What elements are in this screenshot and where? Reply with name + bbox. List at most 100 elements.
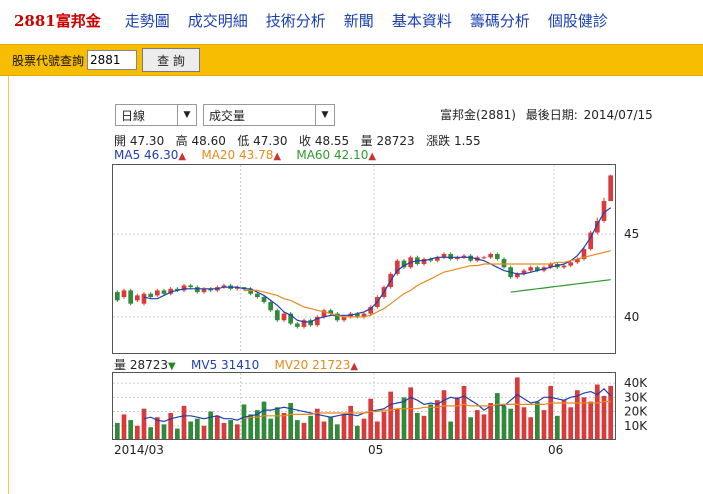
candle-body	[341, 316, 347, 321]
volume-bar	[355, 425, 360, 439]
nav-health-check[interactable]: 個股健診	[547, 11, 608, 30]
last-date: 2014/07/15	[583, 108, 653, 122]
candle-body	[401, 260, 407, 268]
up-arrow-icon: ▲	[178, 151, 187, 162]
volume-tick-label: 30K	[624, 390, 648, 404]
volume-bar	[288, 403, 293, 439]
ma5-value: 46.30	[144, 148, 179, 162]
volume-bar	[421, 415, 427, 439]
volume-bar	[348, 405, 353, 439]
ma-legend: MA5 46.30▲ MA20 43.78▲ MA60 42.10▲	[114, 148, 376, 162]
candle-body	[495, 254, 500, 259]
ma20-line	[244, 250, 611, 318]
nav-chip-analysis[interactable]: 籌碼分析	[469, 11, 530, 30]
stock-title: 2881富邦金	[14, 11, 101, 30]
volume-tick-label: 40K	[624, 376, 648, 390]
period-select[interactable]: 日線 ▼	[115, 104, 197, 126]
volume-bar	[601, 395, 607, 439]
volume-bar	[595, 384, 600, 439]
candle-body	[521, 270, 527, 274]
nav-trade-detail[interactable]: 成交明細	[187, 11, 248, 30]
volume-bar	[148, 427, 153, 439]
volume-bar	[381, 411, 387, 439]
candle-body	[588, 232, 593, 250]
stock-name: 富邦金(2881)	[440, 108, 516, 122]
volume-bar	[575, 390, 580, 439]
volume-bar	[448, 421, 453, 439]
volume-bar	[441, 390, 447, 439]
volume-bar	[141, 408, 147, 439]
change-value: 1.55	[453, 134, 481, 148]
candle-body	[308, 320, 313, 326]
volume-bar	[608, 385, 613, 439]
mv5-label: MV5	[191, 358, 218, 372]
x-tick-label: 2014/03	[114, 443, 164, 457]
candle-body	[148, 293, 153, 298]
mv20-label: MV20	[274, 358, 309, 372]
candle-body	[241, 287, 247, 289]
nav-fundamentals[interactable]: 基本資料	[391, 11, 452, 30]
volume-bar	[461, 385, 467, 439]
candle-body	[328, 310, 333, 314]
candle-body	[561, 265, 567, 268]
candle-body	[575, 259, 580, 263]
ma60-value: 42.10	[334, 148, 369, 162]
ma60-line	[510, 279, 611, 293]
volume-bar	[261, 401, 267, 439]
volume-bar	[361, 418, 367, 439]
volume-bar	[501, 405, 507, 439]
low-value: 47.30	[253, 134, 288, 148]
up-arrow-icon: ▲	[350, 361, 359, 372]
volume-bar	[181, 405, 187, 439]
volume-bar	[155, 417, 160, 439]
candle-body	[141, 293, 147, 304]
volume-bar	[315, 408, 320, 439]
candle-body	[568, 262, 573, 266]
price-chart-border	[112, 164, 616, 354]
candle-body	[501, 259, 507, 268]
candle-body	[255, 293, 260, 298]
candle-body	[395, 260, 400, 274]
volume-bar	[221, 422, 227, 439]
volume-bar	[188, 421, 193, 439]
volume-bar	[395, 408, 400, 439]
candle-body	[515, 273, 520, 278]
nav-news[interactable]: 新聞	[343, 11, 374, 30]
candle-body	[488, 254, 493, 258]
ma5-line	[143, 207, 612, 323]
candle-body	[195, 287, 200, 293]
volume-bar	[481, 414, 487, 439]
candle-body	[468, 255, 473, 261]
candle-body	[355, 313, 360, 317]
nav-technical-analysis[interactable]: 技術分析	[265, 11, 326, 30]
mv5-line	[143, 387, 612, 423]
volume-bar	[428, 404, 433, 439]
candle-body	[155, 290, 160, 296]
nav-trend[interactable]: 走勢圖	[124, 11, 170, 30]
indicator-select[interactable]: 成交量 ▼	[203, 104, 335, 126]
candle-body	[548, 263, 553, 268]
volume-bar	[268, 418, 273, 439]
chevron-down-icon: ▼	[315, 105, 334, 125]
open-value: 47.30	[129, 134, 165, 148]
volume-bar	[335, 424, 340, 439]
vol-label: 量	[114, 358, 127, 372]
stock-code-input[interactable]	[87, 50, 138, 70]
candle-body	[161, 290, 167, 294]
last-date-label: 最後日期:	[525, 108, 578, 122]
candle-body	[128, 290, 133, 304]
candle-body	[181, 285, 187, 291]
candle-body	[481, 257, 487, 259]
query-button[interactable]: 查 詢	[142, 48, 201, 72]
candle-body	[115, 292, 120, 301]
candle-body	[295, 323, 300, 327]
ma20-label: MA20	[201, 148, 236, 162]
candle-body	[301, 320, 307, 327]
price-tick-label: 40	[624, 310, 639, 324]
volume-bar	[568, 407, 573, 439]
search-bar: 股票代號查詢 查 詢	[0, 44, 703, 76]
volume-bar	[215, 415, 220, 439]
volume-bar	[455, 397, 460, 439]
volume-chart	[112, 372, 616, 440]
